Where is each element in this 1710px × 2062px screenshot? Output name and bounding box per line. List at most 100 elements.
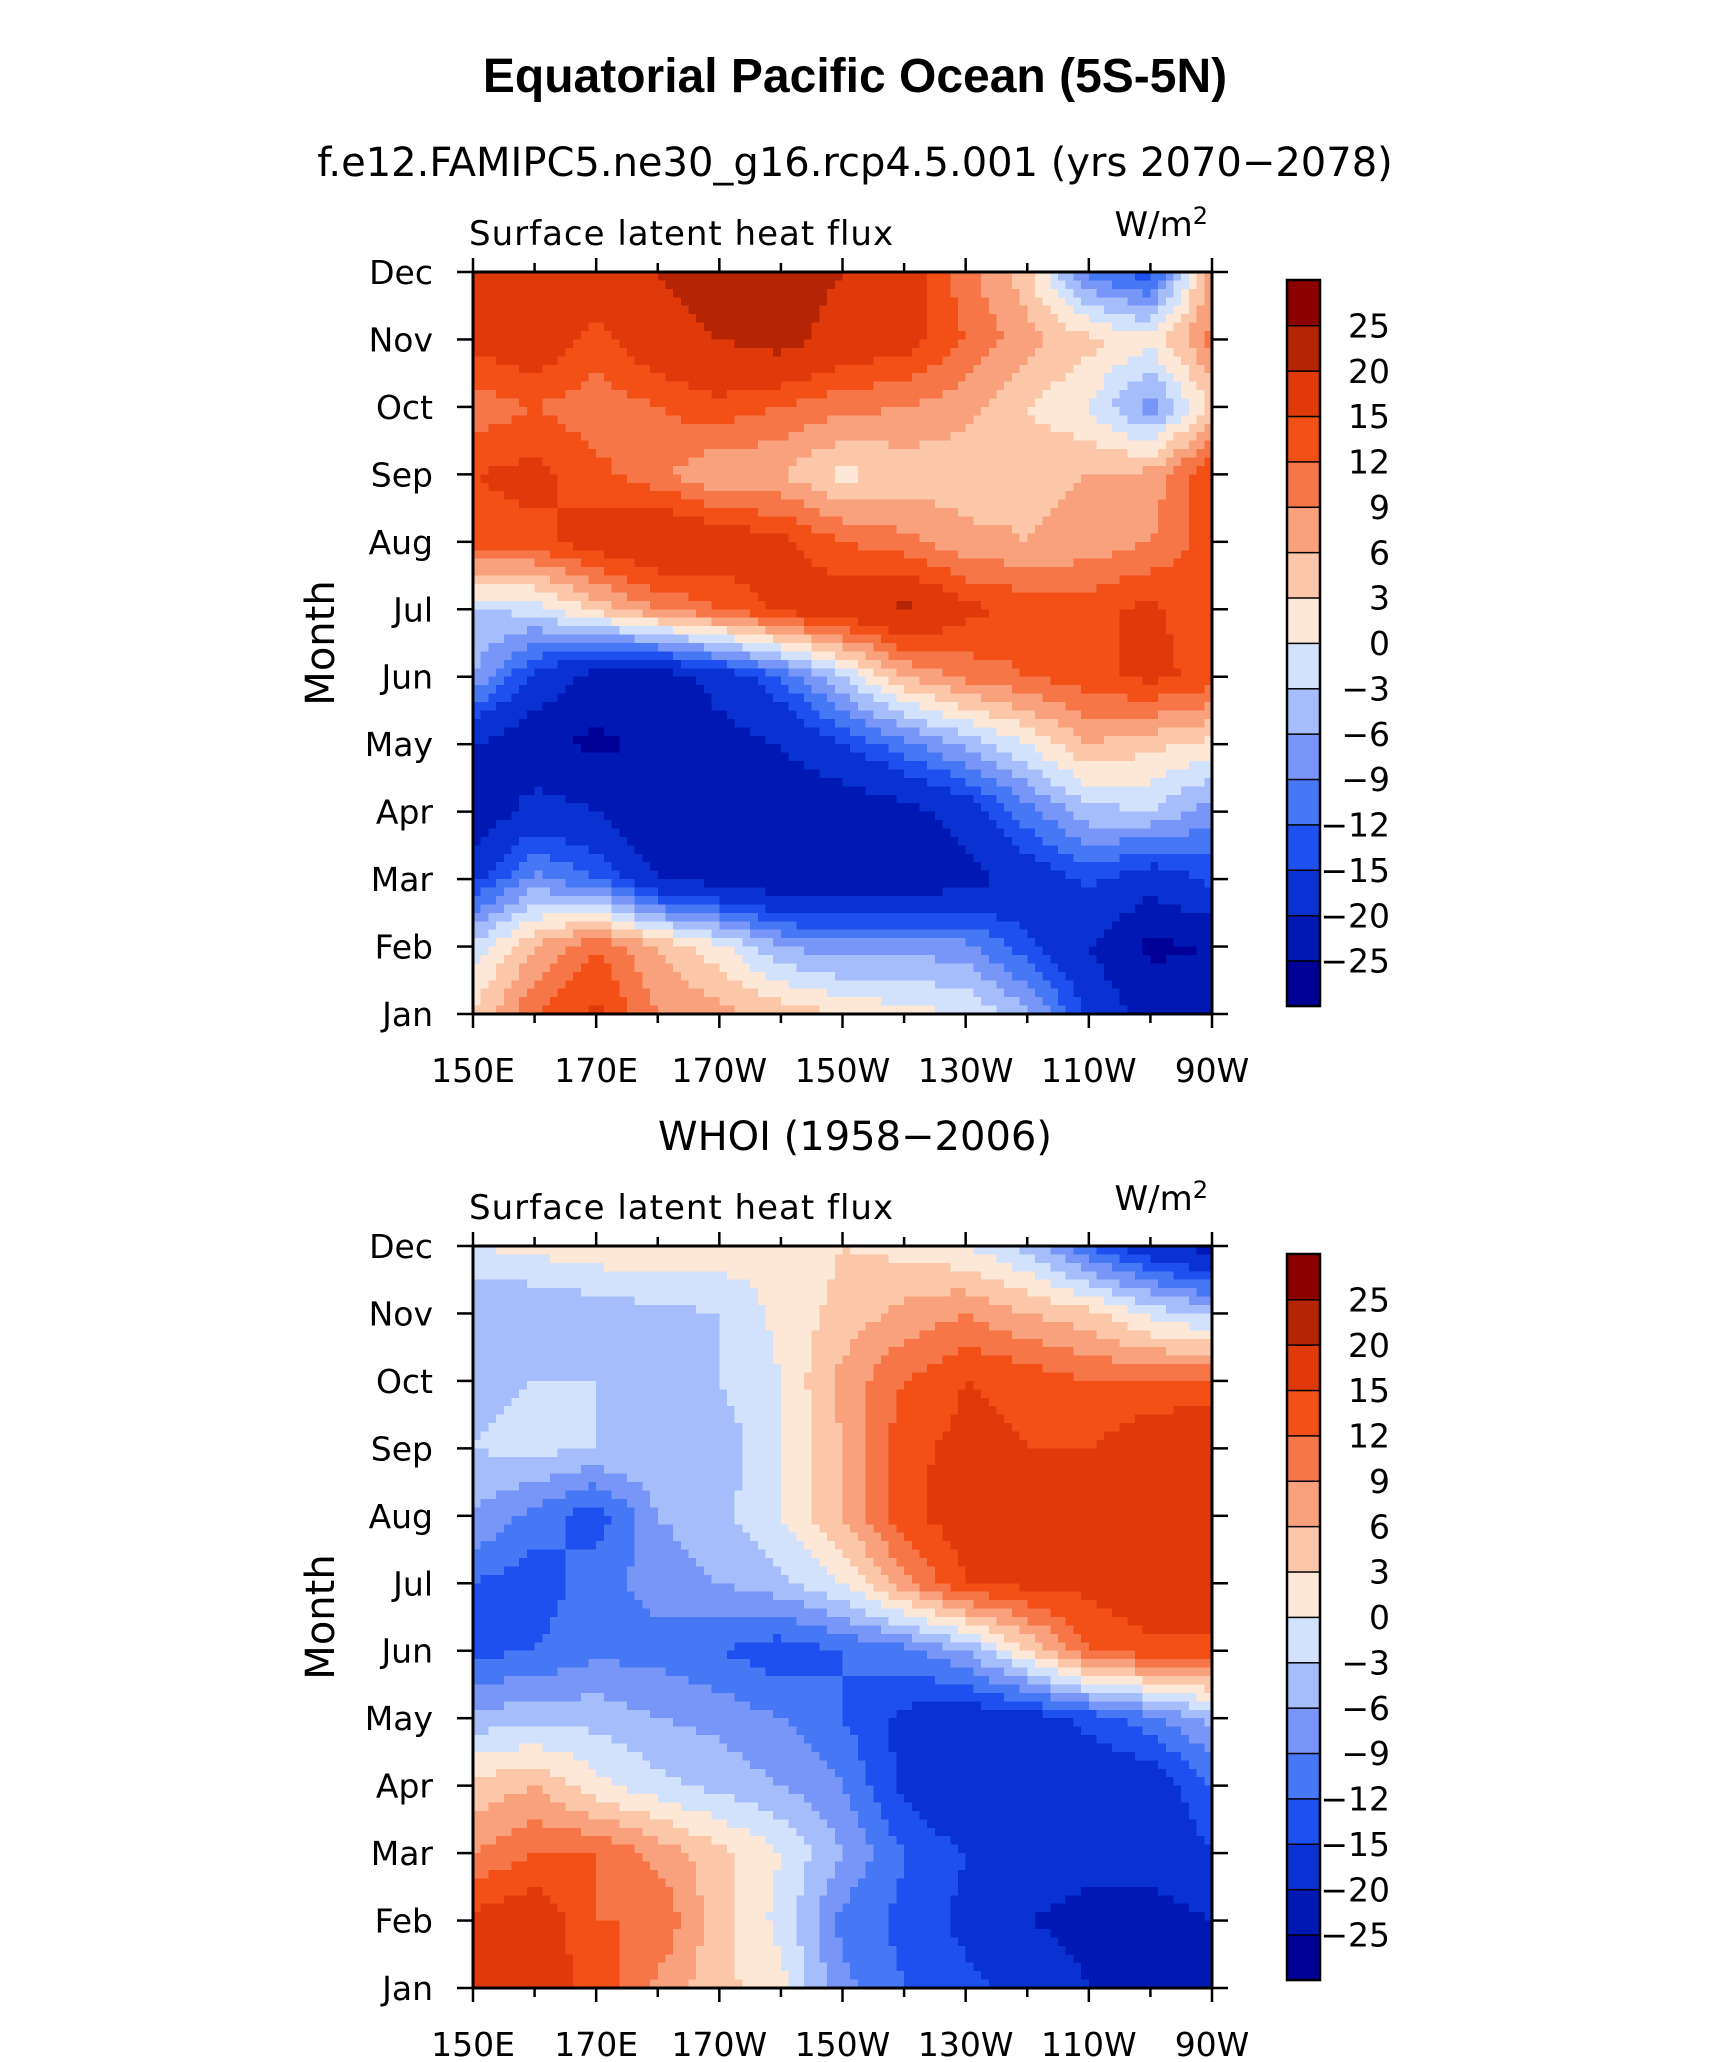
- heatmap-cell: [811, 381, 821, 391]
- heatmap-cell: [703, 457, 713, 467]
- heatmap-cell: [957, 423, 967, 433]
- heatmap-cell: [988, 600, 998, 610]
- heatmap-cell: [519, 626, 528, 636]
- heatmap-cell: [557, 541, 566, 551]
- heatmap-cell: [511, 550, 520, 560]
- heatmap-cell: [988, 280, 998, 290]
- heatmap-cell: [850, 592, 859, 602]
- heatmap-cell: [1011, 356, 1021, 366]
- heatmap-cell: [549, 634, 559, 644]
- heatmap-cell: [519, 575, 528, 585]
- heatmap-cell: [1135, 474, 1144, 484]
- heatmap-cell: [1042, 440, 1051, 450]
- heatmap-cell: [580, 558, 590, 568]
- heatmap-cell: [557, 482, 566, 492]
- heatmap-cell: [634, 567, 643, 577]
- heatmap-cell: [1204, 331, 1213, 341]
- heatmap-cell: [927, 457, 936, 467]
- heatmap-cell: [1119, 347, 1128, 357]
- heatmap-cell: [904, 280, 913, 290]
- heatmap-cell: [888, 415, 897, 425]
- heatmap-cell: [780, 693, 790, 703]
- heatmap-cell: [573, 583, 582, 594]
- heatmap-cell: [650, 381, 659, 391]
- heatmap-cell: [1196, 280, 1205, 290]
- heatmap-cell: [842, 550, 851, 560]
- heatmap-cell: [557, 373, 566, 383]
- heatmap-cell: [565, 592, 574, 602]
- heatmap-cell: [750, 339, 759, 349]
- heatmap-cell: [996, 651, 1005, 661]
- heatmap-cell: [1073, 280, 1082, 290]
- heatmap-cell: [1119, 322, 1128, 332]
- heatmap-cell: [1104, 558, 1113, 568]
- heatmap-cell: [942, 516, 951, 526]
- heatmap-cell: [473, 659, 482, 669]
- heatmap-cell: [1196, 415, 1205, 425]
- heatmap-cell: [988, 415, 998, 425]
- heatmap-cell: [811, 600, 821, 610]
- heatmap-cell: [642, 322, 651, 332]
- heatmap-cell: [1119, 474, 1128, 484]
- heatmap-cell: [603, 524, 613, 534]
- heatmap-cell: [896, 516, 905, 526]
- heatmap-cell: [811, 272, 821, 282]
- heatmap-cell: [588, 676, 597, 686]
- heatmap-cell: [1004, 272, 1013, 282]
- heatmap-cell: [965, 558, 974, 568]
- heatmap-cell: [996, 558, 1005, 568]
- heatmap-cell: [473, 702, 482, 712]
- heatmap-cell: [511, 516, 520, 526]
- heatmap-cell: [1096, 322, 1105, 332]
- heatmap-cell: [880, 356, 890, 366]
- heatmap-cell: [1027, 524, 1036, 534]
- heatmap-cell: [642, 347, 651, 357]
- heatmap-cell: [1104, 659, 1113, 669]
- heatmap-cell: [688, 626, 697, 636]
- heatmap-cell: [757, 491, 767, 501]
- heatmap-cell: [534, 314, 543, 324]
- heatmap-cell: [1104, 533, 1113, 543]
- heatmap-cell: [757, 297, 767, 307]
- heatmap-cell: [542, 541, 551, 551]
- heatmap-cell: [580, 440, 590, 450]
- heatmap-cell: [727, 288, 736, 298]
- heatmap-cell: [888, 457, 897, 467]
- heatmap-cell: [573, 305, 582, 315]
- heatmap-cell: [742, 541, 751, 551]
- heatmap-cell: [788, 381, 797, 391]
- heatmap-cell: [750, 474, 759, 484]
- heatmap-cell: [1181, 592, 1190, 602]
- heatmap-cell: [1088, 288, 1098, 298]
- heatmap-cell: [1004, 449, 1013, 459]
- heatmap-cell: [526, 583, 536, 594]
- heatmap-cell: [919, 541, 928, 551]
- heatmap-cell: [1142, 659, 1152, 669]
- heatmap-cell: [511, 272, 520, 282]
- heatmap-cell: [850, 331, 859, 341]
- heatmap-cell: [950, 398, 959, 408]
- heatmap-cell: [588, 465, 597, 475]
- heatmap-cell: [565, 491, 574, 501]
- heatmap-cell: [549, 457, 559, 467]
- heatmap-cell: [565, 457, 574, 467]
- heatmap-cell: [688, 541, 697, 551]
- heatmap-cell: [1096, 465, 1105, 475]
- heatmap-cell: [1088, 390, 1098, 400]
- heatmap-cell: [1004, 634, 1013, 644]
- heatmap-cell: [1065, 676, 1075, 686]
- heatmap-cell: [1188, 685, 1198, 695]
- heatmap-cell: [919, 575, 928, 585]
- heatmap-cell: [519, 499, 528, 509]
- heatmap-cell: [1111, 676, 1121, 686]
- heatmap-cell: [1027, 693, 1036, 703]
- heatmap-cell: [988, 297, 998, 307]
- heatmap-cell: [773, 651, 782, 661]
- heatmap-cell: [1058, 373, 1067, 383]
- heatmap-cell: [1050, 524, 1059, 534]
- heatmap-cell: [988, 575, 998, 585]
- heatmap-cell: [742, 305, 751, 315]
- heatmap-cell: [834, 617, 844, 627]
- heatmap-cell: [1204, 499, 1213, 509]
- heatmap-cell: [1142, 516, 1152, 526]
